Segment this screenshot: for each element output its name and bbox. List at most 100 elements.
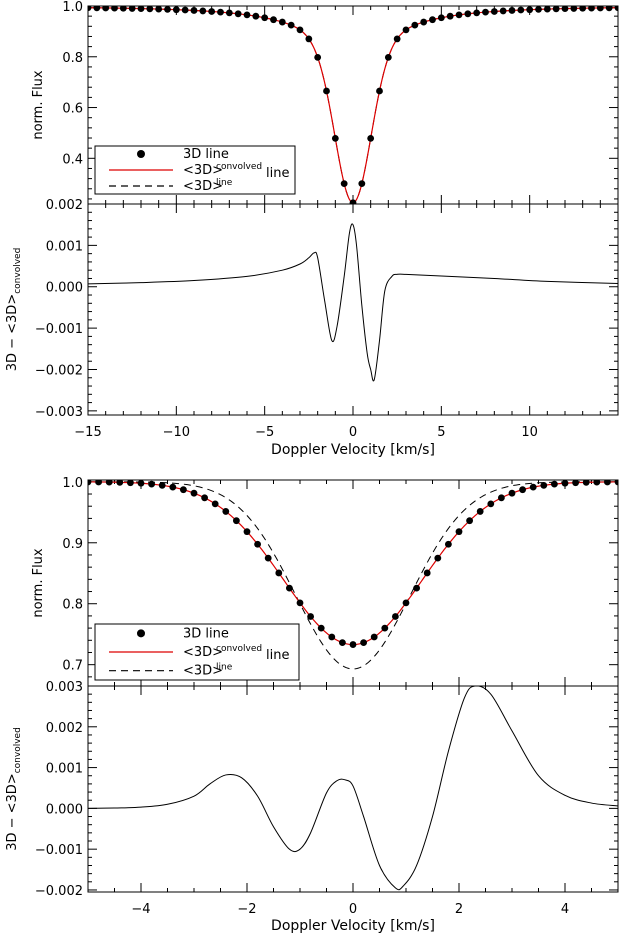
series-3d-line-point (317, 624, 325, 632)
flux-ylabel: norm. Flux (31, 548, 46, 618)
series-3d-line-point (434, 554, 442, 562)
series-3d-line-point (596, 6, 604, 12)
series-3d-line-point (526, 6, 534, 14)
legend-dot-marker (137, 629, 145, 638)
series-3d-line-point (307, 613, 314, 620)
residual-panel-ytick-label: 0.002 (46, 198, 83, 213)
series-3d-line-point (381, 624, 389, 632)
series-3d-line-point (490, 8, 498, 15)
series-3d-line-point (296, 26, 304, 34)
series-3d-line-point (588, 6, 595, 12)
residual-panel-ytick-label: −0.002 (35, 884, 83, 899)
series-3d-line-point (402, 26, 410, 34)
series-3d-line-point (158, 481, 166, 489)
series-3d-line-point (314, 53, 322, 61)
series-3d-line-point (323, 87, 330, 95)
series-3d-line-point (498, 494, 505, 502)
legend: 3D line<3D>convolved line<3D>line (94, 145, 296, 195)
residual-series-line (88, 686, 618, 891)
series-3d-line-point (278, 18, 286, 26)
series-3d-line-point (88, 6, 92, 12)
series-3d-line-point (331, 134, 339, 142)
residual-panel-ytick-label: 0.000 (46, 802, 83, 817)
legend-label-sup: convolved (216, 644, 262, 654)
residual-ylabel-sub: convolved (13, 248, 23, 294)
residual-ylabel-sub: convolved (13, 727, 23, 773)
flux-ylabel: norm. Flux (31, 70, 46, 140)
residual-panel-xtick-label: −4 (131, 902, 150, 917)
series-3d-line-point (211, 500, 219, 508)
residual-panel-xtick-label: 0 (349, 425, 357, 440)
legend-label: 3D line (183, 147, 229, 162)
series-3d-line-point (473, 9, 481, 17)
residual-panel-ytick-label: −0.002 (35, 363, 83, 378)
flux-plot-area (88, 480, 618, 670)
series-3d-line-point (360, 639, 367, 647)
series-3d-line-point (164, 6, 171, 13)
series-3d-line-point (95, 480, 102, 486)
residual-panel-ytick-label: −0.001 (35, 322, 83, 337)
series-3d-line-point (614, 480, 618, 486)
series-3d-line-point (119, 6, 127, 12)
series-3d-line-point (543, 6, 551, 13)
series-3d-line-point (217, 8, 224, 16)
residual-panel-xtick-label: 5 (437, 425, 445, 440)
residual-ylabel: 3D − <3D>convolved (5, 248, 23, 372)
residual-panel-ytick-label: 0.001 (46, 762, 83, 777)
series-3d-line-point (93, 6, 101, 12)
series-3d-line-point (561, 6, 569, 13)
series-3d-line-point (455, 11, 463, 19)
series-3d-line-point (437, 14, 445, 22)
series-3d-unconvolved-dashed (88, 481, 618, 670)
series-3d-line-point (593, 480, 601, 486)
series-3d-line-point (482, 8, 489, 16)
series-3d-line-point (148, 480, 156, 488)
residual-panel-xtick-label: 2 (455, 902, 463, 917)
residual-panel-ytick-label: 0.002 (46, 721, 83, 736)
series-3d-line-point (582, 480, 590, 486)
residual-plot-area (88, 223, 618, 382)
series-3d-line-point (423, 569, 431, 577)
series-3d-line-point (445, 540, 452, 548)
residual-plot-area (88, 686, 618, 891)
series-3d-line-point (340, 180, 348, 188)
legend-label: <3D> (183, 179, 223, 194)
series-3d-line-point (88, 480, 92, 486)
residual-panel-xtick-label: −5 (255, 425, 274, 440)
series-3d-line-point (261, 14, 269, 22)
series-3d-line-point (535, 6, 542, 13)
series-3d-line-point (127, 480, 134, 487)
series-3d-line-point (339, 639, 346, 647)
series-3d-line-point (234, 10, 242, 18)
series-3d-line-point (233, 517, 240, 525)
series-3d-line-point (370, 633, 378, 641)
series-3d-line-point (455, 528, 463, 536)
series-3d-line-point (201, 494, 209, 502)
legend-label-tail: line (266, 648, 289, 663)
series-3d-line-point (466, 517, 473, 525)
series-3d-line-point (393, 35, 401, 43)
flux-panel-ytick-label: 0.9 (62, 537, 83, 552)
xaxis-label: Doppler Velocity [km/s] (271, 442, 435, 458)
series-3d-line-point (190, 7, 198, 14)
residual-panel-xtick-label: −15 (74, 425, 101, 440)
residual-panel-xtick-label: 0 (349, 902, 357, 917)
series-3d-line-point (208, 8, 216, 15)
series-3d-line-point (446, 12, 454, 20)
flux-panel-ytick-label: 0.6 (62, 102, 83, 117)
series-3d-line-point (275, 569, 283, 577)
series-3d-line-point (128, 6, 136, 12)
residual-series-line (88, 223, 618, 382)
series-3d-line-point (305, 35, 313, 43)
flux-plot-area (88, 6, 618, 204)
series-3d-line-point (551, 480, 558, 488)
series-3d-line-point (349, 641, 357, 648)
legend-label: <3D> (183, 163, 223, 178)
series-3d-line-point (270, 16, 277, 24)
flux-panel-ytick-label: 0.7 (62, 659, 83, 674)
series-3d-line-point (517, 6, 525, 14)
legend-label-tail: line (266, 166, 289, 181)
series-3d-line-point (476, 508, 484, 515)
legend-label: <3D> (183, 645, 223, 660)
series-3d-line-point (296, 599, 304, 607)
